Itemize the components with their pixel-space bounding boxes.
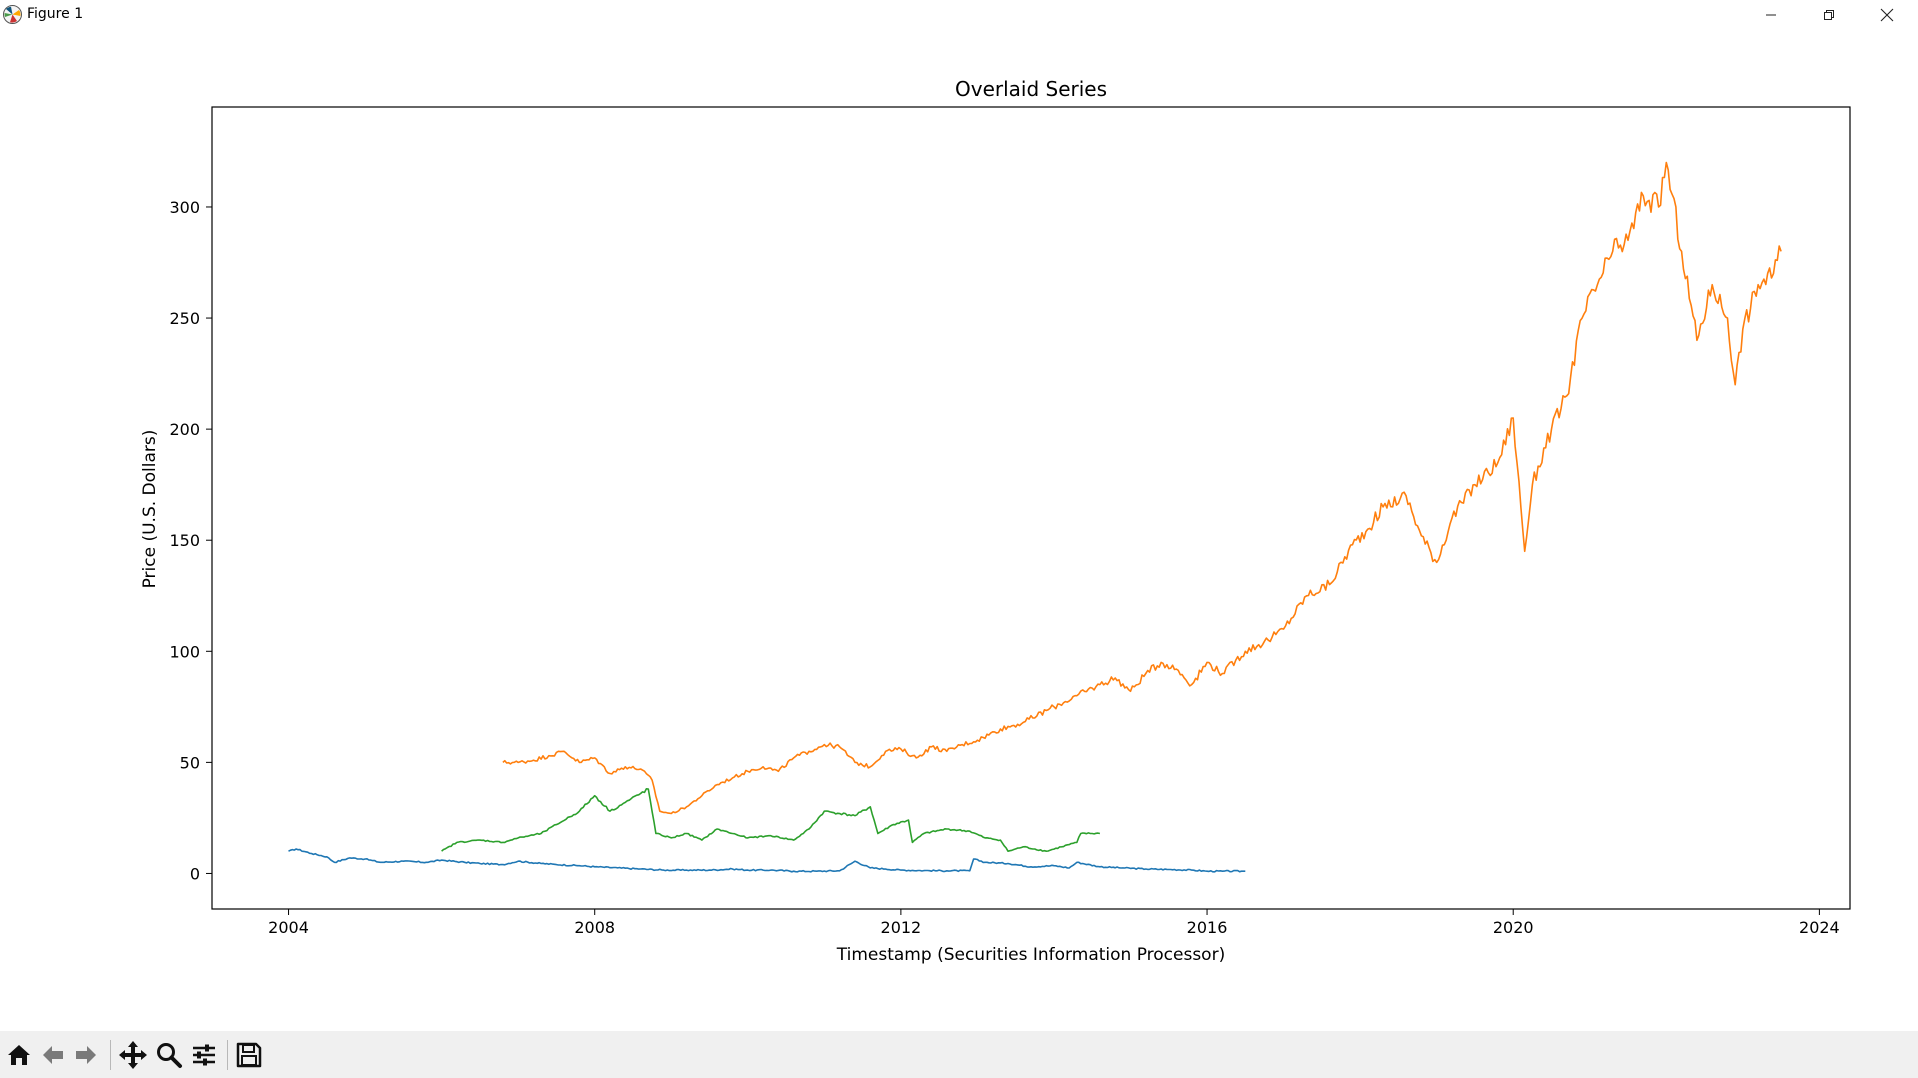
series-line-3 (441, 787, 1101, 853)
zoom-magnifier-icon (157, 1043, 182, 1068)
back-button[interactable] (37, 1039, 69, 1071)
y-tick-label: 250 (169, 309, 200, 328)
toolbar-separator (110, 1040, 111, 1070)
figure-canvas[interactable]: 2004 2008 2012 2016 2020 2024 0 50 100 150 200 250 3… (0, 29, 1918, 1031)
x-tick-label: 2024 (1799, 918, 1840, 937)
x-tick-label: 2016 (1187, 918, 1228, 937)
x-axis-label: Timestamp (Securities Information Proces… (836, 945, 1225, 965)
zoom-button[interactable] (153, 1039, 185, 1071)
navigation-toolbar (0, 1031, 1918, 1078)
home-button[interactable] (3, 1039, 35, 1071)
axes-layer: 2004 2008 2012 2016 2020 2024 0 50 100 150 200 250 3… (169, 106, 1851, 937)
series-line-1 (288, 848, 1246, 873)
save-disk-icon (236, 1042, 262, 1068)
y-tick-label: 50 (180, 753, 200, 772)
y-tick-label: 100 (169, 642, 200, 661)
x-tick-label: 2008 (574, 918, 615, 937)
configure-subplots-button[interactable] (188, 1039, 220, 1071)
minimize-button[interactable] (1742, 0, 1800, 29)
y-tick-label: 150 (169, 531, 200, 550)
plot-frame (211, 106, 1851, 910)
chart-title: Overlaid Series (955, 77, 1107, 101)
minimize-icon (1766, 14, 1776, 15)
y-tick-label: 200 (169, 420, 200, 439)
series-line-2 (502, 161, 1782, 815)
toolbar-separator (227, 1040, 228, 1070)
window-titlebar: Figure 1 (0, 0, 1918, 29)
plot-layer (288, 161, 1782, 873)
back-arrow-icon (43, 1046, 63, 1064)
y-tick-label: 300 (169, 198, 200, 217)
forward-button[interactable] (70, 1039, 102, 1071)
close-icon (1880, 8, 1894, 21)
x-tick-label: 2004 (268, 918, 309, 937)
save-button[interactable] (233, 1039, 265, 1071)
home-icon (8, 1045, 30, 1065)
pan-move-icon (119, 1041, 147, 1069)
x-tick-label: 2012 (881, 918, 922, 937)
y-axis-label: Price (U.S. Dollars) (140, 430, 160, 589)
matplotlib-logo-icon (3, 5, 22, 24)
x-tick-label: 2020 (1493, 918, 1534, 937)
y-tick-label: 0 (190, 864, 200, 883)
restore-button[interactable] (1800, 0, 1858, 29)
configure-subplots-icon (193, 1044, 215, 1066)
forward-arrow-icon (76, 1046, 96, 1064)
line-chart: 2004 2008 2012 2016 2020 2024 0 50 100 150 200 250 3… (140, 77, 1851, 965)
close-button[interactable] (1858, 0, 1916, 29)
window-title: Figure 1 (27, 6, 84, 22)
pan-button[interactable] (117, 1039, 149, 1071)
restore-icon (1824, 9, 1834, 20)
